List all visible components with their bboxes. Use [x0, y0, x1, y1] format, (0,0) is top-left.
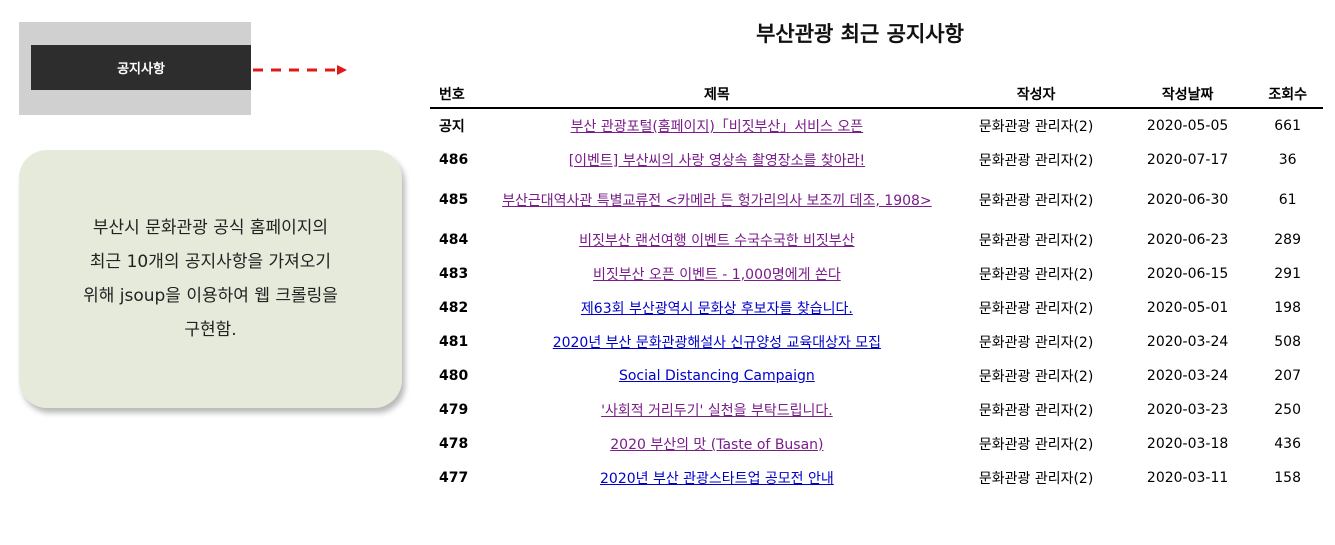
row-number: 480 — [439, 368, 469, 384]
row-date: 2020-06-30 — [1146, 192, 1229, 208]
row-views: 36 — [1278, 152, 1297, 168]
row-number: 485 — [439, 192, 469, 208]
row-views: 207 — [1274, 368, 1301, 384]
table-row: 483 비짓부산 오픈 이벤트 - 1,000명에게 쏜다 문화관광 관리자(2) 2… — [430, 257, 1323, 291]
row-title-cell: 부산 관광포털(홈페이지)「비짓부산」서비스 오픈 — [485, 108, 950, 143]
table-row: 478 2020 부산의 맛 (Taste of Busan) 문화관광 관리자(2… — [430, 427, 1323, 461]
nav-box: 공지사항 — [19, 22, 251, 115]
notice-title-link[interactable]: 비짓부산 오픈 이벤트 - 1,000명에게 쏜다 — [593, 267, 841, 283]
row-author: 문화관광 관리자(2) — [978, 233, 1094, 249]
row-date: 2020-03-18 — [1146, 436, 1229, 452]
row-date: 2020-03-24 — [1146, 334, 1229, 350]
row-views: 158 — [1274, 470, 1301, 486]
notice-title-link[interactable]: 2020년 부산 관광스타트업 공모전 안내 — [600, 471, 834, 487]
table-row: 480 Social Distancing Campaign 문화관광 관리자(2)… — [430, 359, 1323, 393]
row-title-cell: 비짓부산 오픈 이벤트 - 1,000명에게 쏜다 — [485, 257, 950, 291]
row-author: 문화관광 관리자(2) — [978, 119, 1094, 135]
page-title: 부산관광 최근 공지사항 — [756, 22, 964, 46]
header-title: 제목 — [484, 81, 950, 109]
row-author: 문화관광 관리자(2) — [978, 369, 1094, 385]
row-author: 문화관광 관리자(2) — [978, 437, 1094, 453]
row-views: 61 — [1278, 192, 1297, 208]
notice-table: 번호 제목 작성자 작성날짜 조회수 공지 부산 관광포털(홈페이지)「비짓부산」… — [430, 81, 1323, 495]
header-author: 작성자 — [949, 81, 1123, 109]
row-views: 198 — [1274, 300, 1301, 316]
row-views: 250 — [1274, 402, 1301, 418]
row-date: 2020-06-15 — [1146, 266, 1229, 282]
notice-title-link[interactable]: 부산 관광포털(홈페이지)「비짓부산」서비스 오픈 — [570, 119, 864, 135]
row-number: 478 — [439, 436, 469, 452]
description-note: 부산시 문화관광 공식 홈페이지의 최근 10개의 공지사항을 가져오기 위해 … — [19, 150, 402, 408]
header-date: 작성날짜 — [1122, 81, 1253, 109]
row-author: 문화관광 관리자(2) — [978, 403, 1094, 419]
header-no: 번호 — [430, 81, 485, 109]
row-number: 공지 — [439, 119, 465, 135]
row-author: 문화관광 관리자(2) — [978, 193, 1094, 209]
notice-title-link[interactable]: '사회적 거리두기' 실천을 부탁드립니다. — [601, 403, 833, 419]
description-text: 부산시 문화관광 공식 홈페이지의 최근 10개의 공지사항을 가져오기 위해 … — [83, 218, 338, 340]
table-header-row: 번호 제목 작성자 작성날짜 조회수 — [430, 81, 1323, 109]
table-row: 486 [이벤트] 부산씨의 사랑 영상속 촬영장소를 찾아라! 문화관광 관리자(… — [430, 143, 1323, 177]
row-title-cell: '사회적 거리두기' 실천을 부탁드립니다. — [485, 393, 950, 427]
table-row: 481 2020년 부산 문화관광해설사 신규양성 교육대상자 모집 문화관광 관리… — [430, 325, 1323, 359]
row-author: 문화관광 관리자(2) — [978, 153, 1094, 169]
notice-title-link[interactable]: 비짓부산 랜선여행 이벤트 수국수국한 비짓부산 — [579, 233, 855, 249]
row-number: 477 — [439, 470, 469, 486]
row-author: 문화관광 관리자(2) — [978, 335, 1094, 351]
row-author: 문화관광 관리자(2) — [978, 267, 1094, 283]
row-title-cell: 2020년 부산 관광스타트업 공모전 안내 — [485, 461, 950, 495]
row-number: 486 — [439, 152, 469, 168]
row-title-cell: [이벤트] 부산씨의 사랑 영상속 촬영장소를 찾아라! — [485, 143, 950, 177]
notice-table-body: 공지 부산 관광포털(홈페이지)「비짓부산」서비스 오픈 문화관광 관리자(2) 20… — [430, 108, 1323, 495]
row-date: 2020-06-23 — [1146, 232, 1229, 248]
row-date: 2020-05-01 — [1146, 300, 1229, 316]
notice-title-link[interactable]: 2020년 부산 문화관광해설사 신규양성 교육대상자 모집 — [552, 335, 882, 351]
row-number: 481 — [439, 334, 469, 350]
notice-title-link[interactable]: [이벤트] 부산씨의 사랑 영상속 촬영장소를 찾아라! — [568, 153, 866, 169]
row-views: 436 — [1274, 436, 1301, 452]
row-views: 289 — [1274, 232, 1301, 248]
row-title-cell: 부산근대역사관 특별교류전 <카메라 든 헝가리의사 보조끼 데조, 1908> — [485, 177, 950, 223]
row-title-cell: Social Distancing Campaign — [485, 359, 950, 393]
row-number: 483 — [439, 266, 469, 282]
notice-title-link[interactable]: 부산근대역사관 특별교류전 <카메라 든 헝가리의사 보조끼 데조, 1908> — [502, 193, 932, 209]
row-title-cell: 제63회 부산광역시 문화상 후보자를 찾습니다. — [485, 291, 950, 325]
table-row: 482 제63회 부산광역시 문화상 후보자를 찾습니다. 문화관광 관리자(2) 2… — [430, 291, 1323, 325]
row-date: 2020-05-05 — [1146, 118, 1229, 134]
row-number: 484 — [439, 232, 469, 248]
row-date: 2020-03-11 — [1146, 470, 1229, 486]
notice-nav-button[interactable]: 공지사항 — [31, 45, 251, 90]
row-number: 482 — [439, 300, 469, 316]
row-author: 문화관광 관리자(2) — [978, 471, 1094, 487]
header-views: 조회수 — [1252, 81, 1323, 109]
table-row: 485 부산근대역사관 특별교류전 <카메라 든 헝가리의사 보조끼 데조, 19… — [430, 177, 1323, 223]
row-title-cell: 2020년 부산 문화관광해설사 신규양성 교육대상자 모집 — [485, 325, 950, 359]
row-views: 508 — [1274, 334, 1301, 350]
table-row: 484 비짓부산 랜선여행 이벤트 수국수국한 비짓부산 문화관광 관리자(2) 20… — [430, 223, 1323, 257]
row-views: 661 — [1274, 118, 1301, 134]
table-row: 공지 부산 관광포털(홈페이지)「비짓부산」서비스 오픈 문화관광 관리자(2) 20… — [430, 108, 1323, 143]
table-row: 479 '사회적 거리두기' 실천을 부탁드립니다. 문화관광 관리자(2) 2020… — [430, 393, 1323, 427]
row-date: 2020-07-17 — [1146, 152, 1229, 168]
row-number: 479 — [439, 402, 469, 418]
row-title-cell: 비짓부산 랜선여행 이벤트 수국수국한 비짓부산 — [485, 223, 950, 257]
row-title-cell: 2020 부산의 맛 (Taste of Busan) — [485, 427, 950, 461]
dashed-arrow-icon — [253, 65, 347, 75]
row-author: 문화관광 관리자(2) — [978, 301, 1094, 317]
notice-title-link[interactable]: Social Distancing Campaign — [618, 368, 815, 384]
notice-title-link[interactable]: 제63회 부산광역시 문화상 후보자를 찾습니다. — [580, 301, 853, 317]
row-date: 2020-03-24 — [1146, 368, 1229, 384]
row-date: 2020-03-23 — [1146, 402, 1229, 418]
table-row: 477 2020년 부산 관광스타트업 공모전 안내 문화관광 관리자(2) 2020… — [430, 461, 1323, 495]
notice-title-link[interactable]: 2020 부산의 맛 (Taste of Busan) — [610, 437, 824, 453]
row-views: 291 — [1274, 266, 1301, 282]
